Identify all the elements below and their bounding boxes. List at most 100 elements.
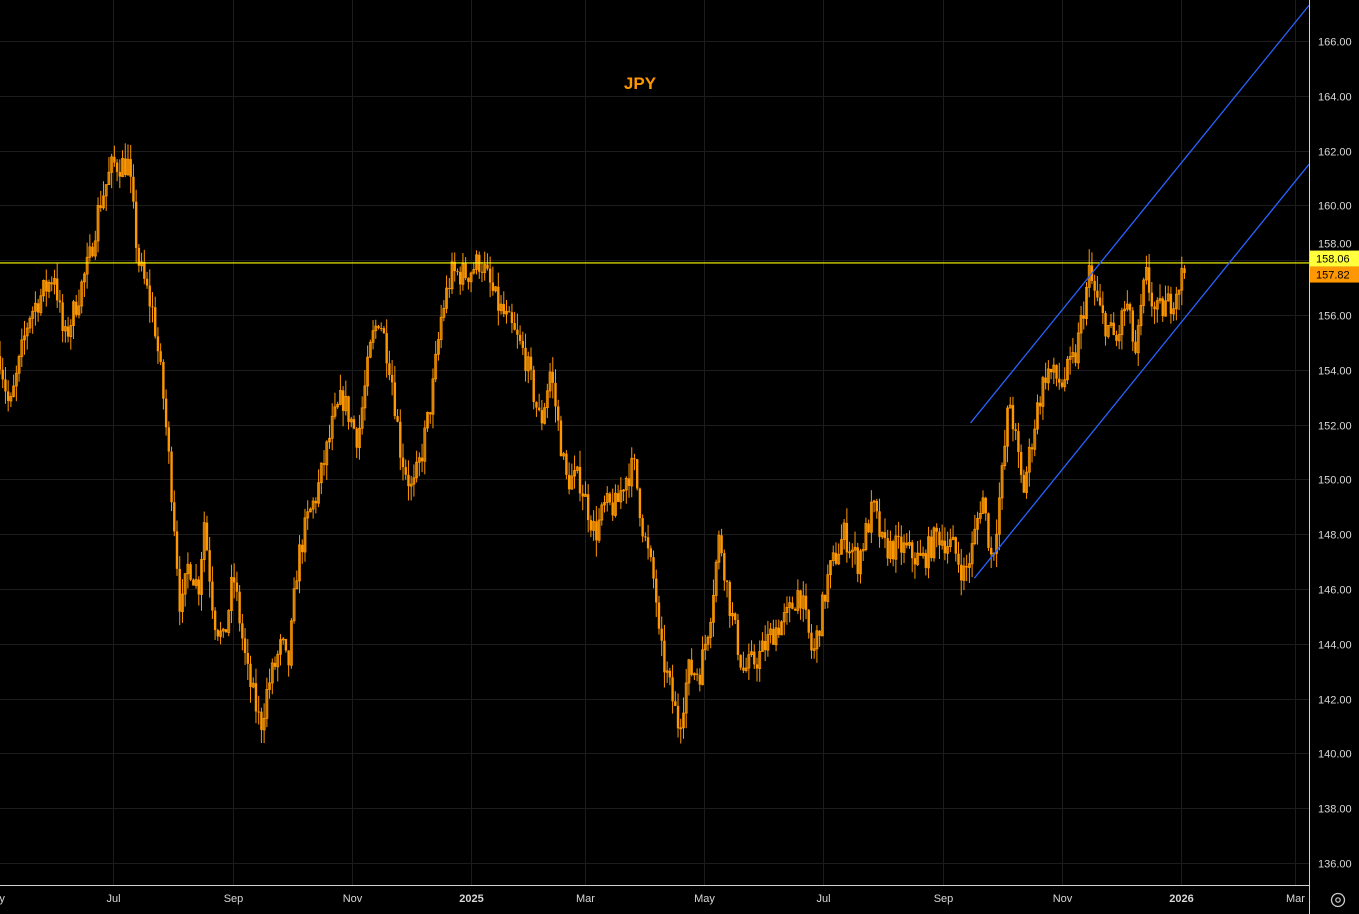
candle-down xyxy=(540,410,544,424)
candle-up xyxy=(831,552,835,562)
candle-up xyxy=(426,411,429,429)
candle-up xyxy=(371,330,375,343)
candle-up xyxy=(543,407,547,424)
candle-up xyxy=(494,286,497,292)
candle-up xyxy=(573,470,576,477)
candle-up xyxy=(1076,332,1080,364)
candle-up xyxy=(570,475,574,490)
candle-down xyxy=(911,542,914,559)
price-axis[interactable]: 136.00 138.00 140.00 142.00 144.00 146.00 148.… xyxy=(1318,37,1352,871)
candle-up xyxy=(826,574,830,602)
time-tick-label: Sep xyxy=(934,893,954,905)
candle-down xyxy=(148,285,151,307)
candle-down xyxy=(192,579,195,586)
candle-down xyxy=(891,541,895,560)
candle-down xyxy=(497,286,500,311)
candle-up xyxy=(948,539,952,548)
candle-down xyxy=(1128,304,1132,311)
candle-down xyxy=(1017,431,1020,452)
candle-up xyxy=(1109,322,1113,326)
candle-up xyxy=(600,504,604,521)
candle-up xyxy=(437,339,440,355)
candle-up xyxy=(110,156,114,173)
candle-down xyxy=(753,651,756,665)
candle-up xyxy=(1142,279,1146,306)
candle-down xyxy=(567,474,571,490)
candle-up xyxy=(981,497,985,514)
candle-up xyxy=(927,536,930,569)
candle-down xyxy=(742,667,745,671)
candle-down xyxy=(347,396,350,422)
candle-up xyxy=(1158,298,1162,302)
candle-up xyxy=(31,310,35,319)
candle-down xyxy=(674,701,677,706)
candle-up xyxy=(1079,314,1083,334)
candle-up xyxy=(706,636,710,645)
candle-up xyxy=(1180,267,1184,291)
candle-up xyxy=(894,535,898,560)
candle-down xyxy=(578,466,582,494)
candle-up xyxy=(107,171,111,185)
candle-up xyxy=(96,204,100,242)
candle-up xyxy=(186,563,190,575)
candle-down xyxy=(938,531,941,546)
candle-down xyxy=(965,566,968,568)
candle-up xyxy=(880,531,884,538)
candle-down xyxy=(510,312,514,324)
candle-up xyxy=(104,184,108,197)
candle-up xyxy=(20,339,24,357)
candle-down xyxy=(524,347,527,371)
candle-down xyxy=(529,356,533,370)
candle-down xyxy=(638,488,642,519)
candle-up xyxy=(788,602,792,608)
candle-down xyxy=(58,300,62,303)
candle-down xyxy=(393,382,397,417)
candle-up xyxy=(412,477,416,485)
candle-up xyxy=(717,534,721,563)
candle-up xyxy=(1164,300,1167,317)
candle-down xyxy=(791,602,794,609)
candle-up xyxy=(869,501,873,533)
candle-down xyxy=(113,156,116,163)
candle-up xyxy=(848,551,851,554)
candle-up xyxy=(289,620,293,666)
candle-up xyxy=(23,335,26,341)
candle-down xyxy=(810,632,813,651)
candle-down xyxy=(1060,382,1064,387)
time-axis[interactable]: May Jul Sep Nov 2025 Mar May Jul Sep Nov 2026 Mar xyxy=(0,893,1305,905)
candle-up xyxy=(333,406,337,417)
candle-down xyxy=(834,552,838,564)
candle-up xyxy=(281,638,285,641)
candle-up xyxy=(360,407,364,429)
candle-up xyxy=(1025,471,1028,493)
candle-down xyxy=(235,582,239,592)
candle-up xyxy=(1174,293,1178,310)
candle-up xyxy=(701,649,704,685)
candle-down xyxy=(36,303,40,313)
candle-down xyxy=(755,664,759,669)
candle-down xyxy=(897,535,900,537)
time-tick-label: 2025 xyxy=(459,893,483,905)
candle-up xyxy=(997,497,1001,535)
candle-down xyxy=(75,301,78,315)
candle-up xyxy=(251,682,255,688)
candle-down xyxy=(521,340,525,348)
candle-up xyxy=(940,540,944,546)
candle-up xyxy=(309,508,312,513)
candle-down xyxy=(143,261,146,279)
candle-down xyxy=(777,627,780,635)
candle-up xyxy=(306,511,310,519)
candle-down xyxy=(178,568,181,612)
candle-down xyxy=(1074,352,1077,363)
candle-down xyxy=(557,406,560,421)
settings-icon[interactable] xyxy=(1330,892,1346,908)
candle-up xyxy=(750,651,753,656)
candle-down xyxy=(399,421,402,458)
candle-up xyxy=(973,528,977,544)
candle-up xyxy=(505,310,508,315)
candle-down xyxy=(867,523,870,533)
candle-up xyxy=(916,552,920,565)
candle-up xyxy=(1033,428,1037,450)
candle-down xyxy=(698,674,702,685)
